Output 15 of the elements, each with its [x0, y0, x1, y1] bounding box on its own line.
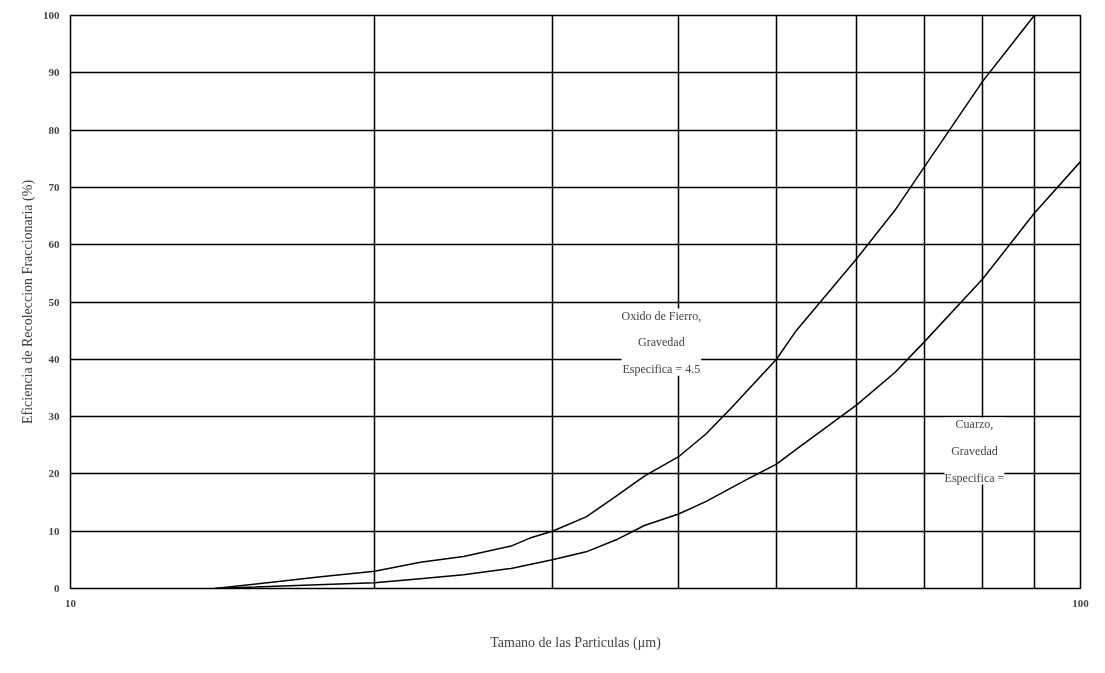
- y-tick-label: 60: [48, 238, 60, 251]
- y-tick-label: 90: [48, 66, 60, 79]
- x-axis-title: Tamano de las Particulas (μm): [490, 634, 662, 651]
- y-tick-label: 100: [43, 9, 60, 21]
- y-tick-label: 20: [48, 467, 60, 480]
- y-tick-label: 0: [54, 582, 60, 594]
- y-tick-label: 70: [48, 180, 60, 193]
- y-tick-label: 10: [48, 524, 60, 537]
- y-tick-label: 80: [48, 123, 60, 136]
- annotation: Oxido de Fierro, Gravedad Especifica = 4.5: [621, 308, 702, 376]
- annotation: Cuarzo, Gravedad Especifica =: [944, 417, 1005, 485]
- y-tick-label: 40: [48, 352, 60, 365]
- y-axis-title: Eficiencia de Recoleccion Fraccionaria (%): [20, 179, 36, 425]
- y-tick-label: 50: [48, 295, 60, 308]
- y-tick-label: 30: [48, 410, 60, 423]
